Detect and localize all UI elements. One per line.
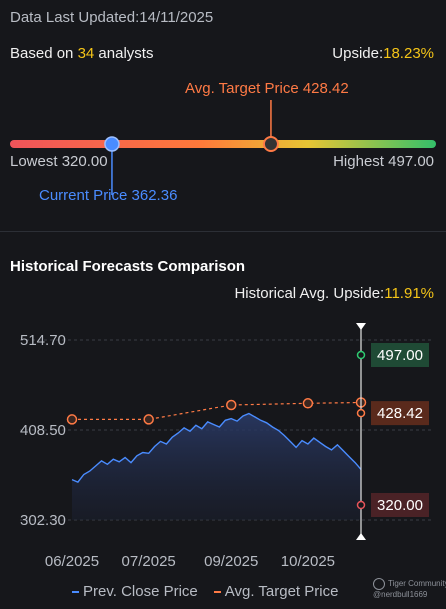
range-gradient-bar — [10, 140, 436, 148]
target-price-point[interactable] — [66, 414, 78, 425]
avg-target-price-label: Avg. Target Price 428.42 — [185, 80, 349, 97]
forecast-low-badge — [371, 493, 429, 517]
analysts-count: 34 — [77, 45, 95, 62]
forecast-target-value: 428.42 — [377, 405, 423, 422]
price-range-bar — [10, 100, 436, 195]
updated-label: Data Last Updated: — [10, 9, 140, 26]
target-price-point[interactable] — [302, 398, 314, 409]
y-tick-label: 514.70 — [20, 332, 66, 349]
forecast-low-value: 320.00 — [377, 497, 423, 514]
y-tick-label: 302.30 — [20, 512, 66, 529]
x-tick-label: 06/2025 — [45, 553, 99, 570]
legend-close-price[interactable]: Prev. Close Price — [72, 583, 198, 600]
forecast-target-badge — [371, 401, 429, 426]
avg-target-marker — [262, 136, 279, 152]
target-price-point[interactable] — [143, 414, 154, 425]
legend-target-price[interactable]: Avg. Target Price — [213, 583, 339, 600]
y-tick-label: 408.50 — [20, 422, 66, 439]
analysts-prefix: Based on — [10, 45, 78, 62]
current-price-label: Current Price 362.36 — [39, 187, 178, 204]
updated-date: 14/11/2025 — [139, 9, 214, 26]
forecast-target-point — [356, 408, 366, 418]
cursor-top-handle-icon[interactable] — [356, 323, 366, 330]
forecast-high-badge — [371, 343, 429, 367]
upside-value: 18.23% — [383, 45, 434, 62]
historical-upside-label: Historical Avg. Upside: — [234, 285, 385, 302]
tiger-logo-icon — [373, 578, 385, 590]
historical-upside-value: 11.91% — [384, 285, 434, 302]
historical-forecasts-title: Historical Forecasts Comparison — [10, 258, 246, 275]
target-price-point[interactable] — [225, 399, 237, 411]
tiger-community-watermark: Tiger Community @nerdbull1669 — [373, 578, 446, 600]
legend-target-label: Avg. Target Price — [224, 583, 339, 600]
highest-price-label: Highest 497.00 — [333, 153, 434, 170]
cursor-bottom-handle-icon[interactable] — [356, 533, 366, 540]
current-price-marker — [104, 136, 120, 152]
x-tick-label: 09/2025 — [204, 553, 258, 570]
analyst-count-text: Based on 34 analysts — [10, 45, 153, 62]
forecast-high-point — [356, 350, 366, 360]
legend-target-swatch — [213, 591, 221, 594]
upside-label: Upside: — [332, 45, 384, 62]
data-last-updated: Data Last Updated:14/11/2025 — [10, 9, 213, 26]
close-price-area — [72, 413, 361, 520]
watermark-brand: Tiger Community — [388, 579, 446, 589]
forecast-high-value: 497.00 — [377, 347, 423, 364]
close-price-line — [71, 412, 362, 483]
watermark-handle: @nerdbull1669 — [373, 590, 428, 599]
x-tick-label: 07/2025 — [122, 553, 176, 570]
section-divider — [0, 231, 446, 232]
analysts-suffix: analysts — [94, 45, 154, 62]
lowest-price-label: Lowest 320.00 — [10, 153, 108, 170]
chart-legend: Prev. Close Price Avg. Target Price — [72, 583, 354, 600]
historical-forecast-chart[interactable]: 514.70 408.50 302.30 06/2025 07/2025 09/2025… — [0, 315, 446, 575]
historical-avg-upside: Historical Avg. Upside:11.91% — [234, 285, 434, 302]
x-tick-label: 10/2025 — [281, 553, 335, 570]
target-price-line — [72, 401, 362, 420]
legend-close-swatch — [72, 591, 79, 594]
legend-close-label: Prev. Close Price — [83, 583, 198, 600]
forecast-low-point — [356, 500, 366, 510]
upside-text: Upside:18.23% — [332, 45, 434, 62]
